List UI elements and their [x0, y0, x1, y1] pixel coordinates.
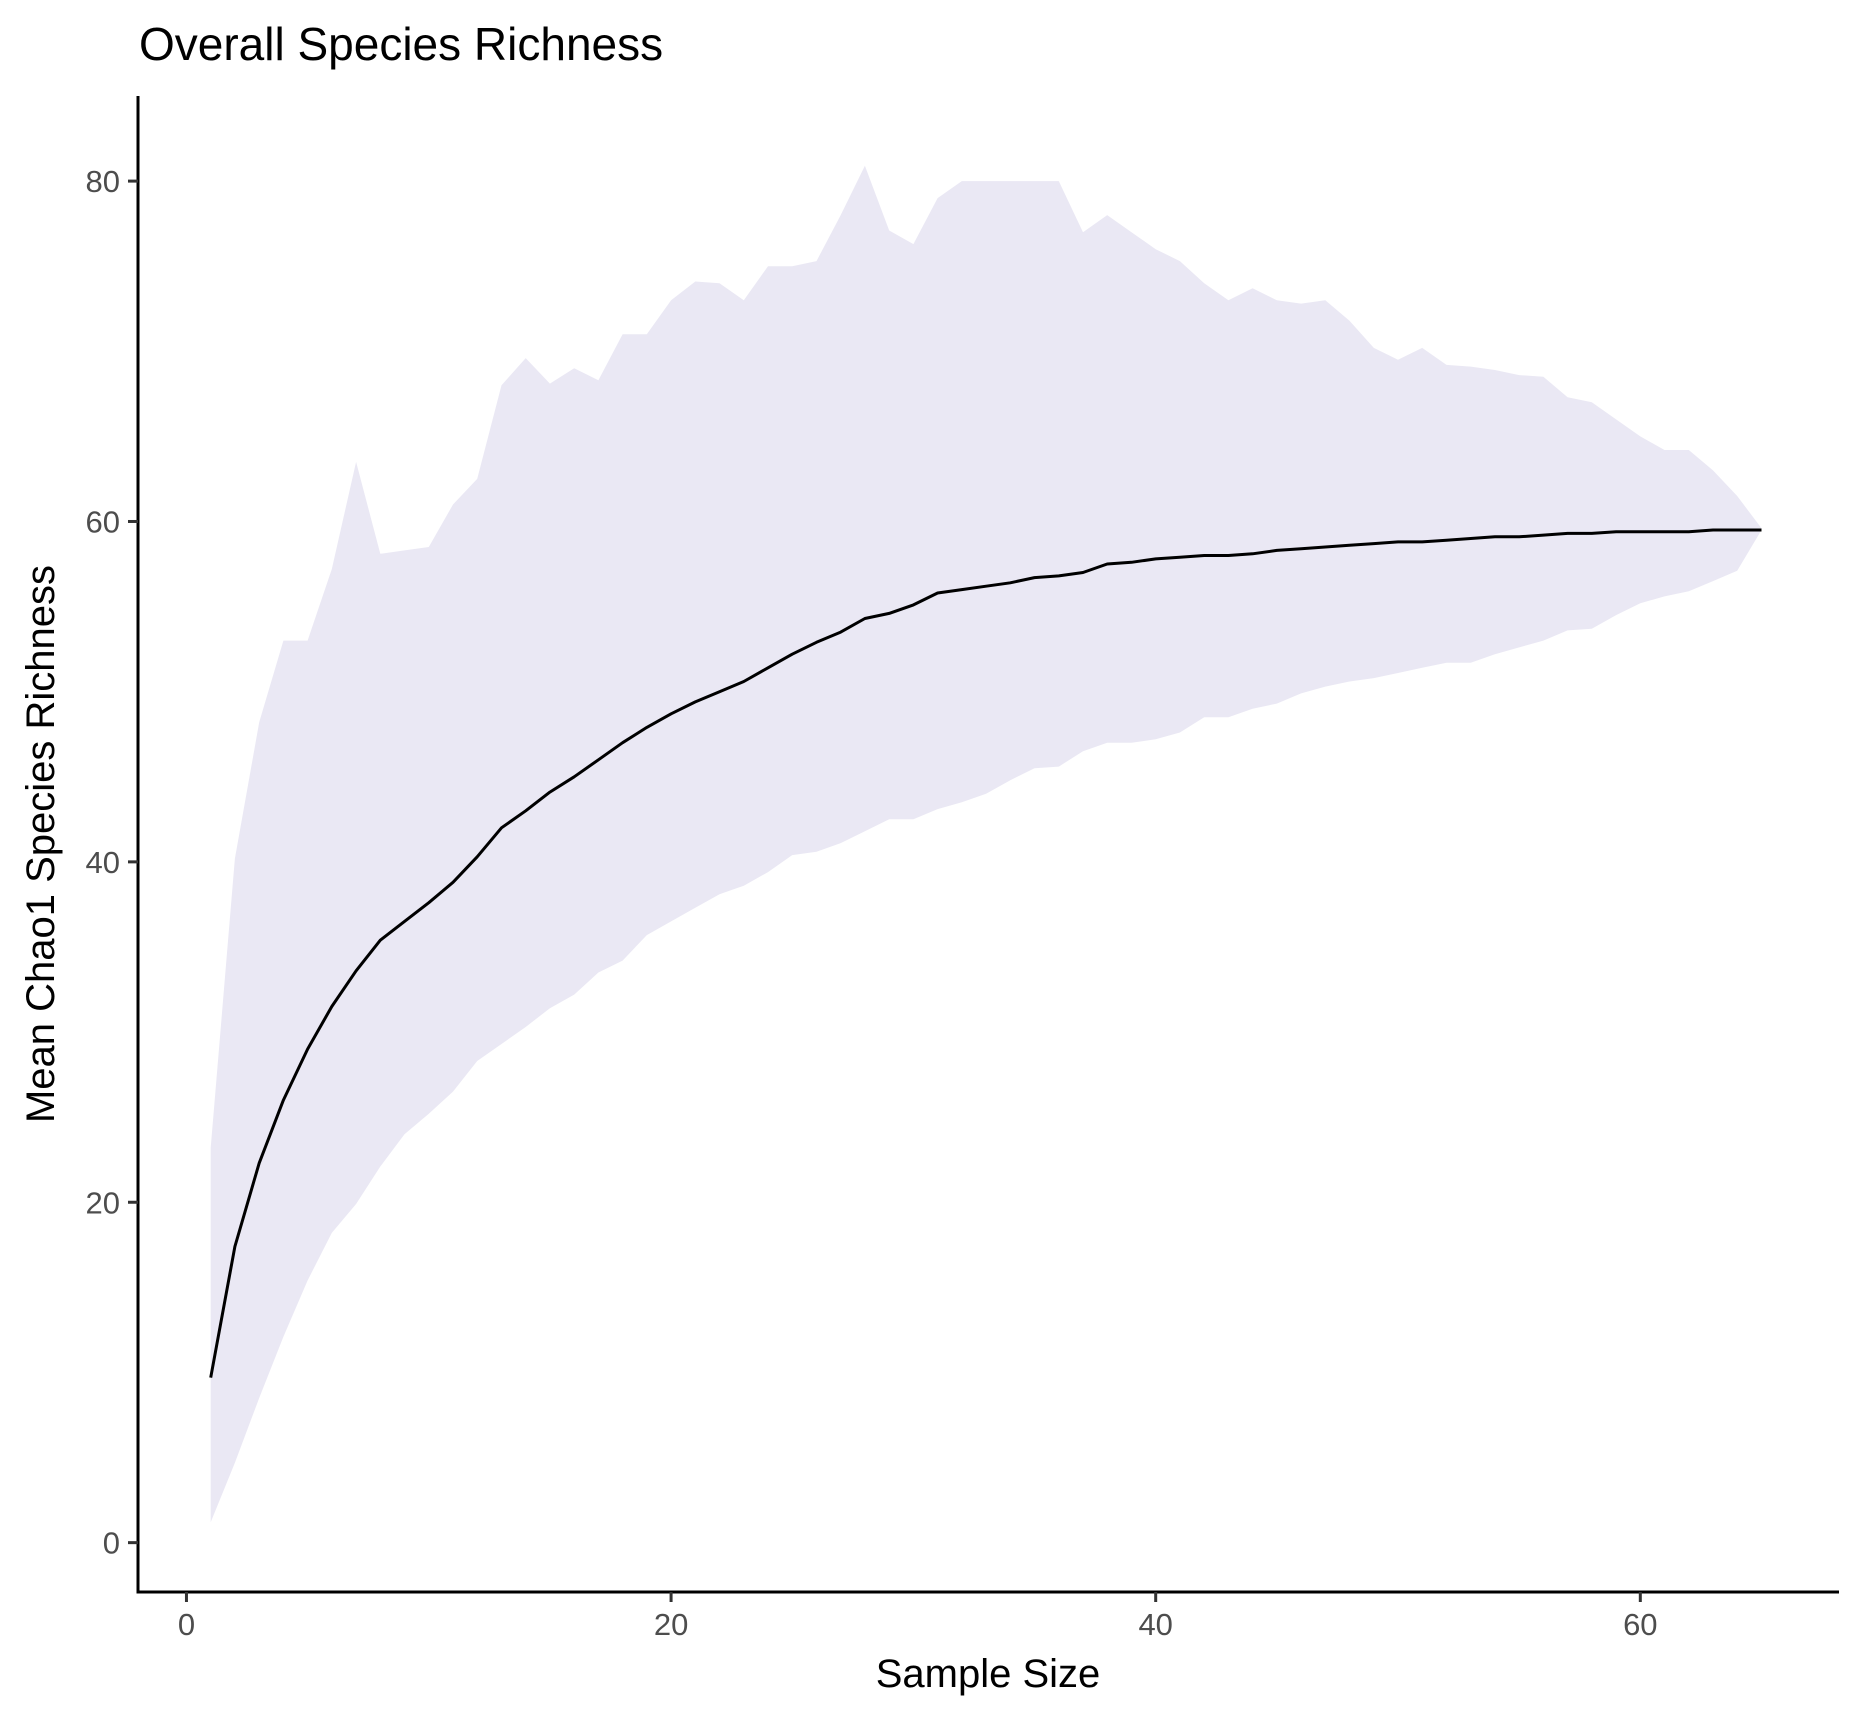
plot-area	[209, 165, 1762, 1523]
x-tick-label: 20	[654, 1607, 688, 1642]
x-tick-label: 0	[178, 1607, 195, 1642]
x-axis-title: Sample Size	[876, 1652, 1101, 1696]
y-tick-label: 0	[103, 1526, 120, 1561]
y-tick-label: 40	[86, 845, 120, 880]
chart-title: Overall Species Richness	[139, 18, 663, 70]
y-axis-title: Mean Chao1 Species Richness	[19, 565, 63, 1123]
y-tick-label: 60	[86, 504, 120, 539]
x-axis-ticks: 0 20 40 60	[178, 1592, 1658, 1642]
y-axis-ticks: 0 20 40 60 80	[86, 164, 138, 1561]
y-tick-label: 20	[86, 1185, 120, 1220]
y-tick-label: 80	[86, 164, 120, 199]
x-tick-label: 60	[1623, 1607, 1657, 1642]
mean-line	[209, 528, 1762, 1378]
confidence-band	[210, 165, 1762, 1523]
x-tick-label: 40	[1138, 1607, 1172, 1642]
